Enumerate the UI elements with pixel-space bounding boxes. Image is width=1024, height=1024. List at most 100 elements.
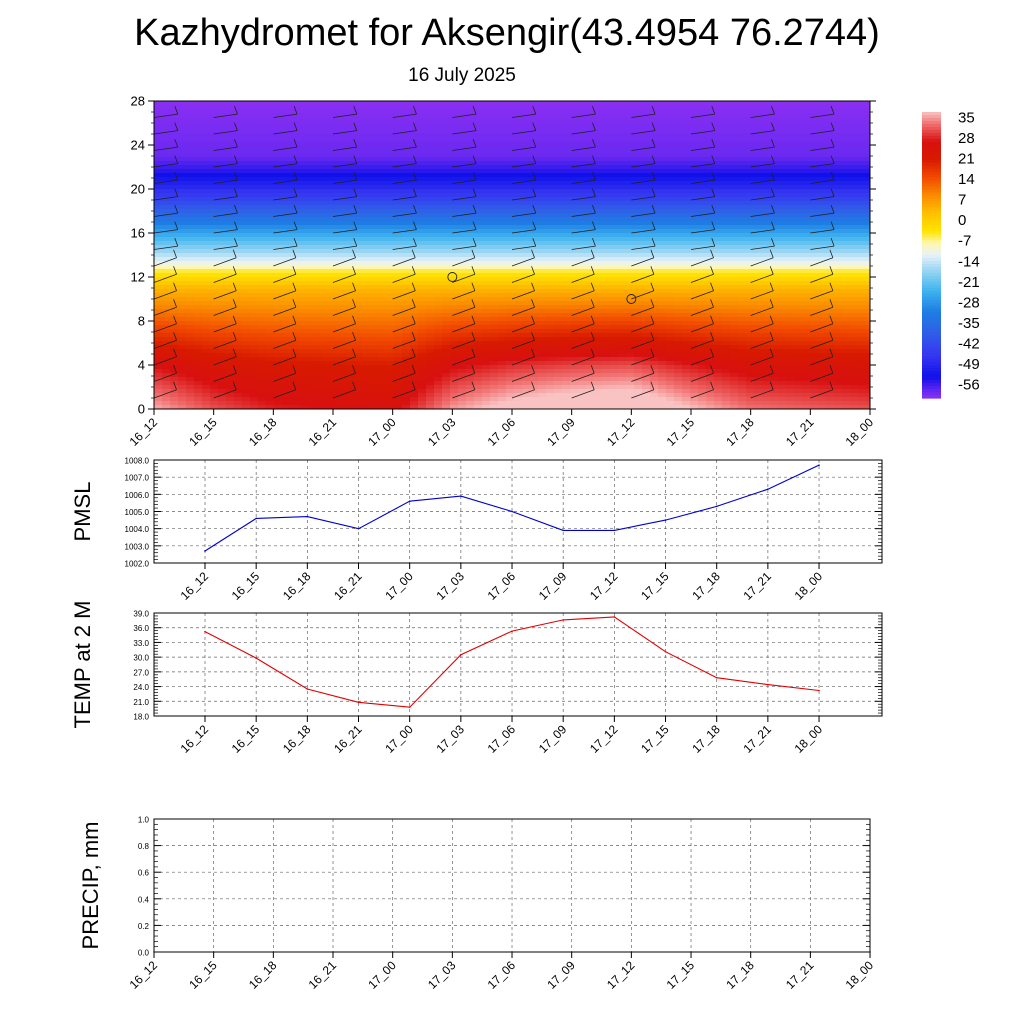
heatmap-cell (306, 261, 315, 266)
heatmap-cell (370, 405, 379, 409)
heatmap-cell (650, 301, 659, 306)
heatmap-cell (474, 105, 483, 110)
heatmap-cell (282, 397, 291, 402)
heatmap-cell (570, 157, 579, 162)
heatmap-cell (154, 213, 163, 218)
heatmap-cell (546, 221, 555, 226)
heatmap-cell (634, 361, 643, 366)
heatmap-cell (442, 149, 451, 154)
heatmap-cell (186, 157, 195, 162)
heatmap-cell (314, 237, 323, 242)
heatmap-cell (394, 117, 403, 122)
heatmap-cell (602, 397, 611, 402)
heatmap-cell (626, 385, 635, 390)
heatmap-cell (666, 353, 675, 358)
heatmap-cell (634, 177, 643, 182)
heatmap-cell (194, 381, 203, 386)
heatmap-cell (306, 301, 315, 306)
heatmap-cell (594, 201, 603, 206)
heatmap-cell (546, 289, 555, 294)
heatmap-cell (354, 285, 363, 290)
heatmap-cell (194, 313, 203, 318)
heatmap-cell (242, 209, 251, 214)
heatmap-cell (378, 365, 387, 370)
heatmap-cell (298, 265, 307, 270)
heatmap-cell (234, 289, 243, 294)
heatmap-cell (530, 369, 539, 374)
heatmap-cell (386, 329, 395, 334)
heatmap-cell (482, 225, 491, 230)
heatmap-cell (482, 237, 491, 242)
heatmap-cell (570, 289, 579, 294)
heatmap-cell (434, 293, 443, 298)
heatmap-cell (154, 201, 163, 206)
heatmap-cell (594, 129, 603, 134)
heatmap-cell (378, 329, 387, 334)
heatmap-cell (170, 221, 179, 226)
heatmap-cell (586, 341, 595, 346)
heatmap-cell (562, 377, 571, 382)
heatmap-cell (538, 285, 547, 290)
heatmap-cell (162, 353, 171, 358)
heatmap-cell (570, 405, 579, 409)
heatmap-cell (178, 141, 187, 146)
heatmap-cell (330, 133, 339, 138)
heatmap-cell (186, 325, 195, 330)
heatmap-cell (474, 129, 483, 134)
heatmap-cell (586, 349, 595, 354)
heatmap-cell (274, 169, 283, 174)
heatmap-cell (354, 153, 363, 158)
heatmap-cell (450, 353, 459, 358)
heatmap-cell (650, 393, 659, 398)
heatmap-cell (242, 277, 251, 282)
heatmap-cell (234, 349, 243, 354)
heatmap-cell (578, 201, 587, 206)
heatmap-cell (482, 141, 491, 146)
heatmap-cell (298, 141, 307, 146)
heatmap-cell (322, 385, 331, 390)
heatmap-cell (410, 113, 419, 118)
heatmap-cell (466, 197, 475, 202)
heatmap-cell (482, 265, 491, 270)
heatmap-cell (626, 257, 635, 262)
heatmap-cell (546, 305, 555, 310)
heatmap-cell (626, 285, 635, 290)
heatmap-cell (402, 313, 411, 318)
heatmap-cell (474, 109, 483, 114)
heatmap-cell (530, 377, 539, 382)
heatmap-cell (570, 153, 579, 158)
heatmap-cell (218, 149, 227, 154)
heatmap-cell (362, 237, 371, 242)
heatmap-cell (386, 309, 395, 314)
heatmap-cell (402, 405, 411, 409)
heatmap-cell (626, 273, 635, 278)
heatmap-cell (634, 161, 643, 166)
heatmap-cell (634, 337, 643, 342)
heatmap-cell (322, 113, 331, 118)
heatmap-cell (370, 213, 379, 218)
heatmap-cell (546, 385, 555, 390)
heatmap-cell (210, 401, 219, 406)
heatmap-cell (554, 373, 563, 378)
heatmap-cell (250, 181, 259, 186)
heatmap-cell (234, 101, 243, 106)
heatmap-cell (490, 253, 499, 258)
heatmap-cell (298, 237, 307, 242)
heatmap-cell (610, 177, 619, 182)
heatmap-cell (506, 133, 515, 138)
heatmap-cell (634, 169, 643, 174)
heatmap-cell (322, 253, 331, 258)
heatmap-cell (234, 361, 243, 366)
heatmap-cell (658, 181, 667, 186)
heatmap-cell (458, 249, 467, 254)
heatmap-cell (426, 349, 435, 354)
heatmap-cell (298, 309, 307, 314)
heatmap-cell (538, 405, 547, 409)
heatmap-cell (266, 301, 275, 306)
heatmap-cell (658, 345, 667, 350)
heatmap-cell (170, 269, 179, 274)
heatmap-cell (466, 105, 475, 110)
heatmap-cell (490, 393, 499, 398)
heatmap-cell (642, 353, 651, 358)
heatmap-cell (266, 381, 275, 386)
